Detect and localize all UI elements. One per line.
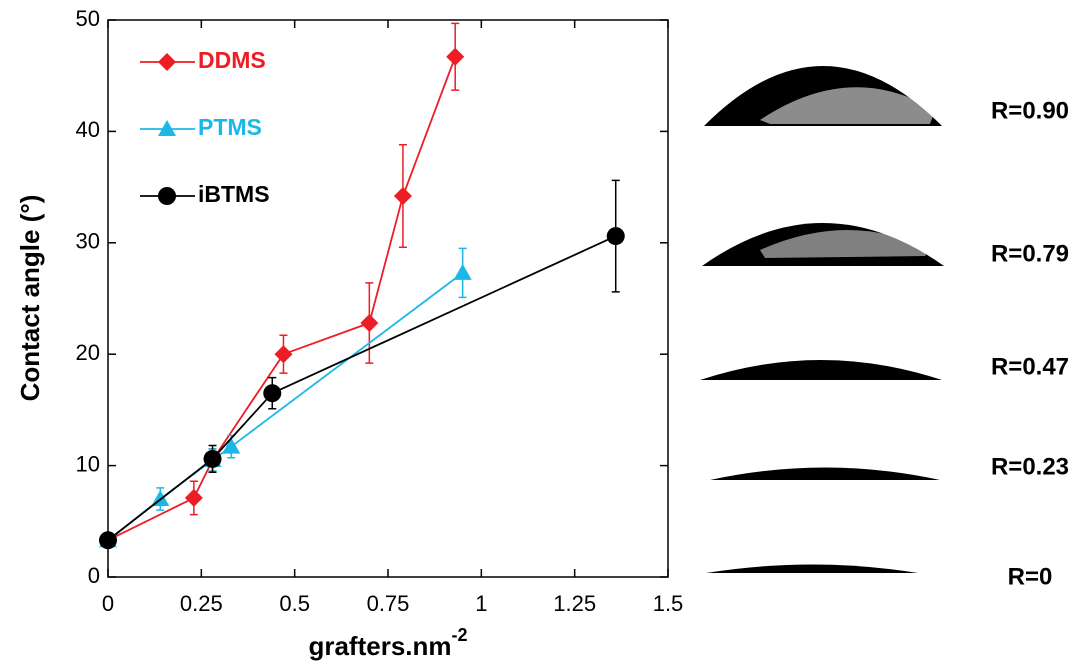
marker xyxy=(393,187,412,206)
x-tick-label: 1.25 xyxy=(553,591,596,616)
marker xyxy=(99,531,117,550)
droplet-label: R=0 xyxy=(1008,563,1053,590)
droplet-label: R=0.47 xyxy=(991,353,1069,380)
y-axis-label: Contact angle (°) xyxy=(15,195,45,402)
marker xyxy=(184,488,203,507)
y-tick-label: 40 xyxy=(76,117,100,142)
marker xyxy=(263,384,282,403)
marker xyxy=(203,449,222,468)
marker xyxy=(222,437,241,454)
droplet-label: R=0.23 xyxy=(991,453,1069,480)
droplet-label: R=0.90 xyxy=(991,97,1069,124)
series-line xyxy=(107,235,617,541)
y-tick-label: 0 xyxy=(88,563,100,588)
y-tick-label: 50 xyxy=(76,6,100,31)
y-tick-label: 30 xyxy=(76,229,100,254)
x-tick-label: 1 xyxy=(475,591,487,616)
droplet xyxy=(710,467,940,480)
marker xyxy=(453,263,472,280)
y-tick-label: 20 xyxy=(76,340,100,365)
marker xyxy=(158,53,176,71)
droplet xyxy=(706,564,918,573)
legend-label: PTMS xyxy=(198,114,262,140)
marker xyxy=(158,120,176,136)
y-tick-label: 10 xyxy=(76,451,100,476)
marker xyxy=(274,345,293,364)
x-axis-label: grafters.nm-2 xyxy=(308,625,467,661)
x-label-sup: -2 xyxy=(452,625,468,645)
droplet-label: R=0.79 xyxy=(991,240,1069,267)
droplet-highlight xyxy=(760,87,935,124)
marker xyxy=(158,187,176,205)
marker xyxy=(360,314,379,333)
x-tick-label: 0 xyxy=(102,591,114,616)
x-tick-label: 0.5 xyxy=(279,591,310,616)
legend-label: DDMS xyxy=(198,47,266,73)
x-tick-label: 1.5 xyxy=(653,591,684,616)
legend-label: iBTMS xyxy=(198,181,270,207)
marker xyxy=(606,227,625,246)
droplet xyxy=(700,360,942,380)
x-label-text: grafters.nm xyxy=(308,631,451,661)
x-tick-label: 0.25 xyxy=(180,591,223,616)
droplets xyxy=(700,66,944,573)
droplet-highlight xyxy=(760,230,930,258)
x-tick-label: 0.75 xyxy=(367,591,410,616)
marker xyxy=(446,47,465,66)
